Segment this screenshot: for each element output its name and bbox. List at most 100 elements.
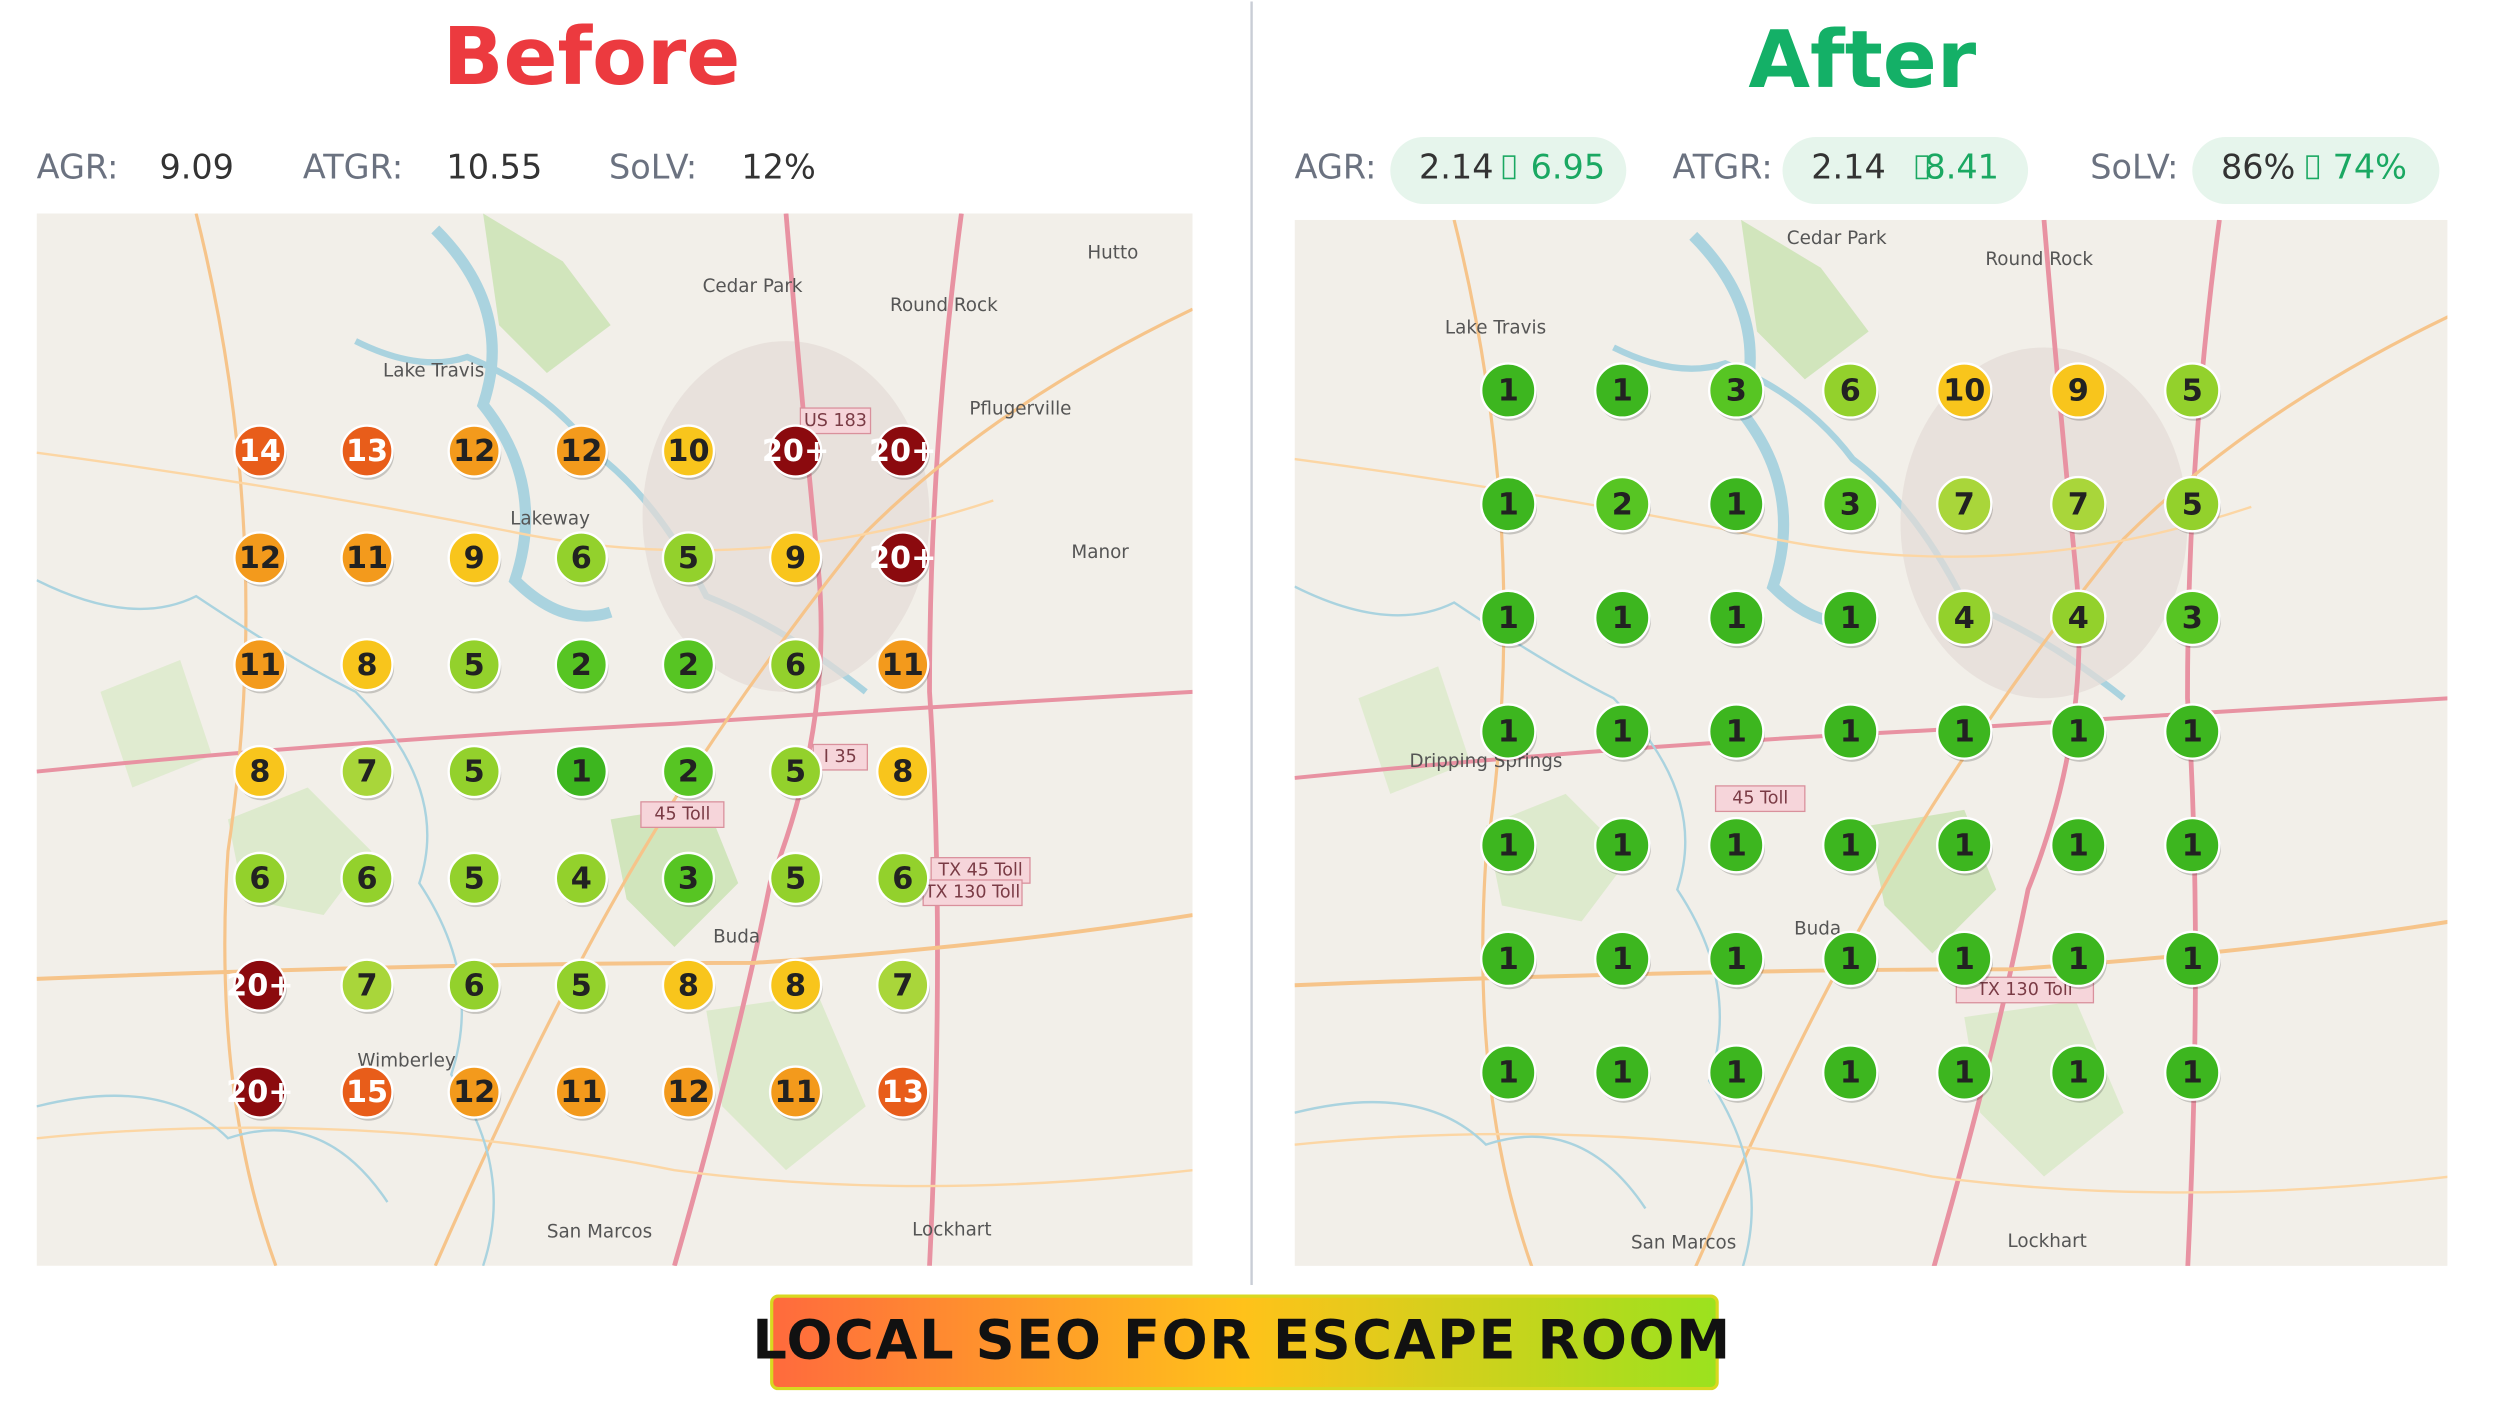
rank-label: 5 xyxy=(2182,374,2203,409)
rank-marker xyxy=(2049,930,2107,988)
banner-box: LOCAL SEO FOR ESCAPE ROOM xyxy=(752,1294,1730,1391)
rank-marker xyxy=(661,531,716,585)
after-title: After xyxy=(1748,13,1977,106)
rank-marker xyxy=(1821,1044,1879,1101)
rank-label: 11 xyxy=(346,541,388,576)
rank-marker xyxy=(447,638,501,692)
metric-value: 86% xyxy=(2221,147,2295,186)
rank-label: 5 xyxy=(464,755,485,790)
rank-label: 1 xyxy=(1498,487,1519,522)
road-shield xyxy=(799,407,872,435)
rank-label: 4 xyxy=(2068,601,2089,636)
rank-label: 8 xyxy=(678,968,699,1003)
place-label: Manor xyxy=(1071,542,1129,563)
rank-marker xyxy=(876,958,930,1012)
rank-marker xyxy=(447,958,501,1012)
rank-marker xyxy=(2049,589,2107,647)
rank-label: 12 xyxy=(453,434,495,469)
change-arrow xyxy=(2306,155,2320,180)
rank-label: 7 xyxy=(356,968,377,1003)
road-label: TX 130 Toll xyxy=(1976,980,2072,1000)
rank-marker xyxy=(768,958,823,1012)
rank-label: 1 xyxy=(2068,828,2089,863)
rank-label: 1 xyxy=(1840,828,1861,863)
rank-marker xyxy=(661,851,716,906)
rank-label: 1 xyxy=(1612,942,1633,977)
rank-label: 12 xyxy=(560,434,602,469)
rank-marker xyxy=(1707,930,1765,988)
rank-label: 20+ xyxy=(762,434,830,469)
rank-marker xyxy=(447,424,501,478)
road-label: 45 Toll xyxy=(1732,789,1788,809)
metric-value: 12% xyxy=(741,147,815,186)
rank-label: 7 xyxy=(892,968,913,1003)
rank-marker xyxy=(1479,589,1537,647)
rank-marker xyxy=(661,638,716,692)
rank-label: 6 xyxy=(1840,374,1861,409)
place-label: Wimberley xyxy=(357,1051,455,1072)
rank-label: 9 xyxy=(464,541,485,576)
place-label: San Marcos xyxy=(547,1221,652,1242)
rank-label: 4 xyxy=(1954,601,1975,636)
road-label: TX 130 Toll xyxy=(924,883,1020,903)
rank-marker xyxy=(2163,589,2221,647)
rank-marker xyxy=(1935,475,1993,533)
rank-marker xyxy=(1821,589,1879,647)
rank-marker xyxy=(1593,1044,1651,1101)
rank-label: 2 xyxy=(678,648,699,683)
change-arrow xyxy=(1915,155,1929,180)
place-label: Buda xyxy=(1794,918,1841,939)
rank-label: 5 xyxy=(571,968,592,1003)
rank-marker xyxy=(768,638,823,692)
metric-pill xyxy=(1782,136,2029,204)
rank-marker xyxy=(554,424,609,478)
metric-value: 2.14 xyxy=(1811,147,1886,186)
rank-marker xyxy=(2049,475,2107,533)
rank-label: 1 xyxy=(1498,601,1519,636)
rank-label: 1 xyxy=(1612,374,1633,409)
road-label: I 35 xyxy=(824,747,857,767)
rank-marker xyxy=(2163,816,2221,874)
rank-label: 1 xyxy=(2182,942,2203,977)
rank-label: 1 xyxy=(1726,601,1747,636)
rank-marker xyxy=(661,1065,716,1119)
rank-marker xyxy=(233,744,287,799)
rank-marker xyxy=(1593,930,1651,988)
rank-marker xyxy=(554,638,609,692)
metric-value: 9.09 xyxy=(159,147,234,186)
place-label: Cedar Park xyxy=(703,276,803,297)
metric-value: 10.55 xyxy=(446,147,542,186)
rank-marker xyxy=(1707,589,1765,647)
rank-label: 9 xyxy=(785,541,806,576)
rank-marker xyxy=(876,531,930,585)
rank-label: 14 xyxy=(239,434,281,469)
rank-marker xyxy=(1479,362,1537,419)
rank-label: 1 xyxy=(2182,715,2203,750)
place-label: Lake Travis xyxy=(1445,317,1546,338)
rank-label: 1 xyxy=(2068,942,2089,977)
rank-label: 5 xyxy=(785,755,806,790)
road-label: 45 Toll xyxy=(654,805,710,825)
rank-label: 5 xyxy=(464,861,485,896)
rank-marker xyxy=(2049,703,2107,760)
rank-label: 7 xyxy=(2068,487,2089,522)
rank-label: 6 xyxy=(571,541,592,576)
rank-marker xyxy=(340,1065,394,1119)
place-label: Lake Travis xyxy=(383,360,484,381)
rank-marker xyxy=(1935,1044,1993,1101)
rank-marker xyxy=(340,424,394,478)
metric-label: AGR: xyxy=(37,147,119,186)
rank-label: 20+ xyxy=(869,541,937,576)
rank-label: 1 xyxy=(1840,1056,1861,1091)
rank-label: 20+ xyxy=(226,968,294,1003)
rank-label: 11 xyxy=(560,1075,602,1110)
rank-marker xyxy=(233,851,287,906)
rank-marker xyxy=(1707,362,1765,419)
rank-marker xyxy=(2049,816,2107,874)
rank-label: 3 xyxy=(2182,601,2203,636)
rank-label: 9 xyxy=(2068,374,2089,409)
rank-label: 10 xyxy=(1943,374,1985,409)
rank-label: 8 xyxy=(785,968,806,1003)
rank-label: 1 xyxy=(1954,715,1975,750)
